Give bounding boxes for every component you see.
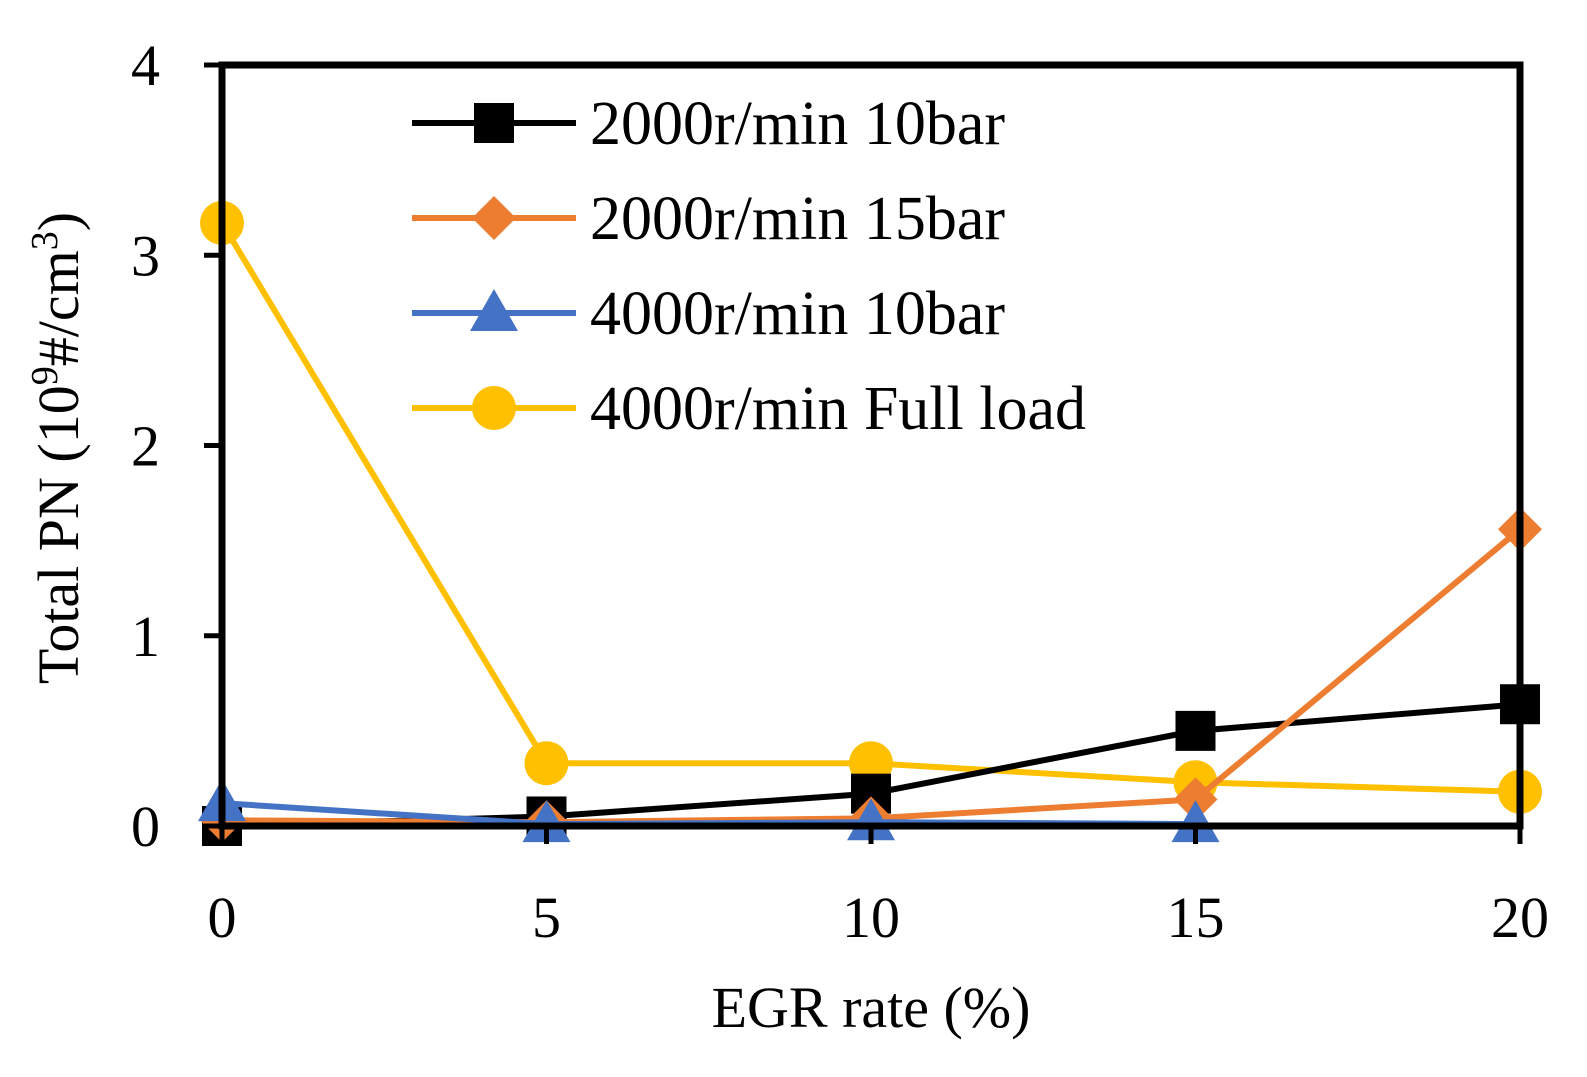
legend-label: 2000r/min 10bar <box>590 90 1005 158</box>
y-axis-title: Total PN (109#/cm3) <box>24 212 91 684</box>
data-point <box>522 800 571 843</box>
legend: 2000r/min 10bar 2000r/min 15bar 4000r/min … <box>412 90 1086 443</box>
legend-marker <box>472 196 516 240</box>
x-tick-label: 20 <box>1491 885 1549 950</box>
series-layer <box>198 200 1542 846</box>
plot-frame <box>218 61 1524 830</box>
legend-item-4000r-min-full-load: 4000r/min Full load <box>412 375 1086 443</box>
series-4000r-min-10bar <box>198 779 1220 843</box>
legend-item-4000r-min-10bar: 4000r/min 10bar <box>412 280 1005 348</box>
x-tick-label: 0 <box>208 885 237 950</box>
x-tick-label: 5 <box>532 885 561 950</box>
legend-marker <box>474 103 514 143</box>
data-point <box>1175 710 1216 751</box>
data-point <box>1173 777 1218 822</box>
y-tick-label: 1 <box>131 604 160 669</box>
data-point <box>524 741 569 786</box>
legend-label: 2000r/min 15bar <box>590 185 1005 253</box>
y-tick-label: 0 <box>131 794 160 859</box>
x-tick-label: 10 <box>842 885 900 950</box>
legend-label: 4000r/min Full load <box>590 375 1086 443</box>
y-tick-label: 3 <box>131 223 160 288</box>
legend-item-2000r-min-15bar: 2000r/min 15bar <box>412 185 1005 253</box>
axis-layer: 0 1 2 3 4 0 5 10 15 20 <box>131 33 1549 950</box>
legend-label: 4000r/min 10bar <box>590 280 1005 348</box>
legend-marker <box>472 386 516 430</box>
data-point <box>847 798 895 841</box>
y-tick-label: 2 <box>131 414 160 479</box>
y-tick-label: 4 <box>131 33 160 98</box>
x-tick-label: 15 <box>1167 885 1225 950</box>
data-point <box>1171 800 1220 843</box>
legend-item-2000r-min-10bar: 2000r/min 10bar <box>412 90 1005 158</box>
legend-marker <box>470 289 518 331</box>
x-axis-title: EGR rate (%) <box>712 975 1031 1040</box>
